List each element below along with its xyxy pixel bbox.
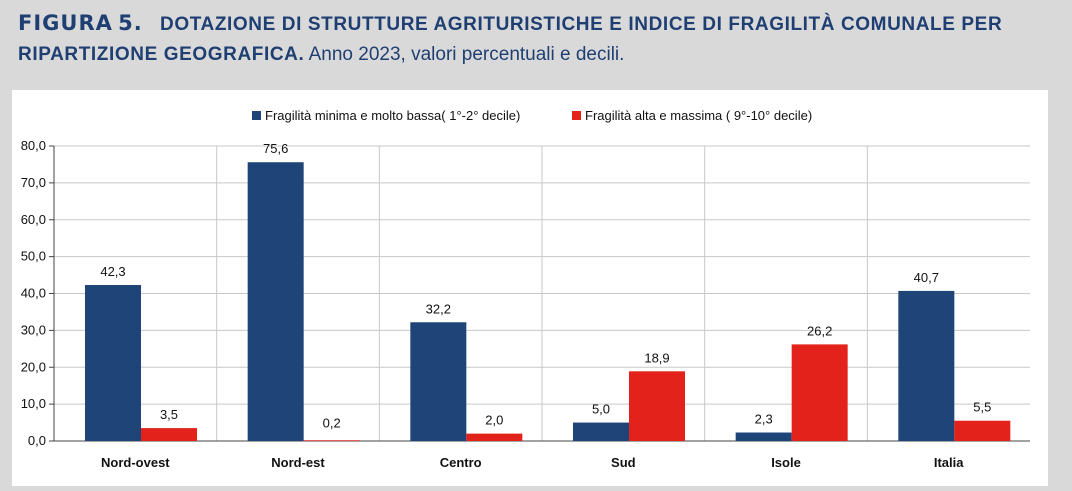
bar-series-2 [466,433,523,441]
legend-swatch-series-2 [572,111,581,120]
legend-swatch-series-1 [252,111,261,120]
gridlines [54,145,1030,441]
bar-series-2 [141,428,197,441]
data-label: 0,2 [323,415,341,430]
y-tick-label: 70,0 [21,175,46,190]
bar-series-2 [954,420,1011,441]
y-tick-label: 0,0 [28,433,46,448]
bar-series-1 [410,322,467,441]
y-tick-label: 50,0 [21,249,46,264]
bar-chart: Fragilità minima e molto bassa( 1°-2° de… [21,108,1030,470]
bar-series-1 [573,422,629,441]
data-label: 75,6 [263,141,288,156]
y-tick-label: 10,0 [21,396,46,411]
x-tick-label: Nord-est [271,455,325,470]
x-tick-label: Nord-ovest [101,455,170,470]
data-label: 32,2 [426,301,451,316]
y-tick-label: 30,0 [21,322,46,337]
y-tick-label: 60,0 [21,212,46,227]
bar-series-1 [898,290,955,441]
bar-series-2 [303,440,360,441]
figure-subtitle: Anno 2023, valori percentuali e decili. [308,44,625,65]
data-label: 5,0 [592,402,610,417]
bar-series-2 [629,371,685,441]
figure-number: 5. [118,11,143,35]
chart-area: Fragilità minima e molto bassa( 1°-2° de… [12,90,1048,486]
figure-heading: FIGURA 5. DOTAZIONE DI STRUTTURE AGRITUR… [18,8,1058,70]
data-label: 26,2 [807,323,832,338]
x-tick-label: Sud [611,455,636,470]
figure-label: FIGURA [18,11,113,35]
bar-series-2 [791,344,848,441]
data-label: 3,5 [160,407,178,422]
figure-title: DOTAZIONE DI STRUTTURE AGRITURISTICHE E … [18,14,1003,65]
axes: 0,0 10,0 20,0 30,0 40,0 50,0 60,0 70,0 80,0 Nord-… [21,138,1030,470]
data-label: 42,3 [100,264,125,279]
y-tick-label: 40,0 [21,286,46,301]
x-tick-label: Centro [440,455,482,470]
legend: Fragilità minima e molto bassa( 1°-2° de… [252,108,812,123]
x-tick-label: Isole [771,455,801,470]
x-tick-label: Italia [934,455,964,470]
bars [85,162,1011,441]
data-labels: 42,3 3,5 75,6 0,2 32,2 2,0 5,0 18,9 2,3 26,2 40,7 5… [100,141,991,430]
data-label: 2,0 [485,413,503,428]
bar-series-1 [85,285,141,441]
y-tick-label: 20,0 [21,359,46,374]
legend-label-series-2: Fragilità alta e massima ( 9°-10° decile… [585,108,812,123]
bar-series-1 [735,432,792,441]
legend-label-series-1: Fragilità minima e molto bassa( 1°-2° de… [265,108,520,123]
bar-series-1 [247,162,304,441]
data-label: 5,5 [973,400,991,415]
y-tick-label: 80,0 [21,138,46,153]
data-label: 40,7 [914,270,939,285]
data-label: 18,9 [644,350,669,365]
data-label: 2,3 [755,412,773,427]
